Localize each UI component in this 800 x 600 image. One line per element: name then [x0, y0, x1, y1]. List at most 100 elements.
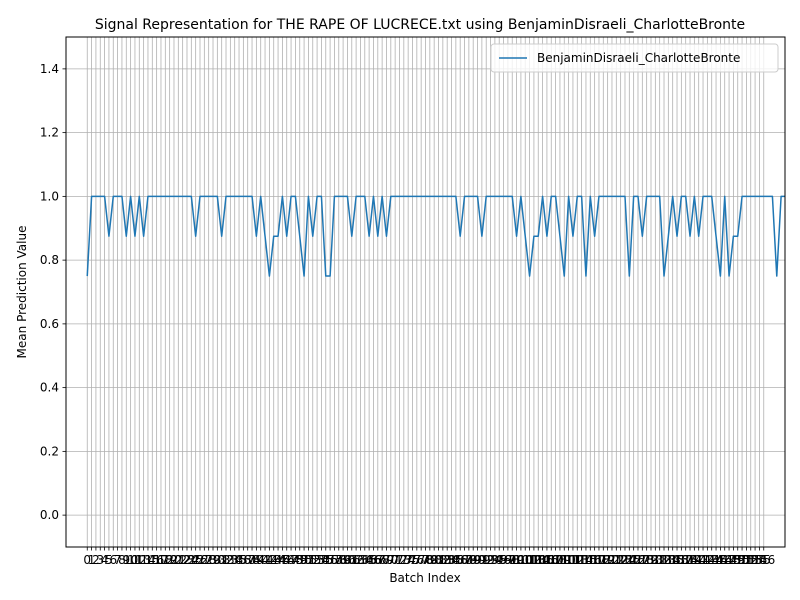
x-tick-label: 124: [614, 553, 637, 567]
x-tick-label: 86: [453, 553, 468, 567]
x-tick-label: 21: [171, 553, 186, 567]
x-tick-label: 128: [631, 553, 654, 567]
legend: BenjaminDisraeli_CharlotteBronte: [490, 43, 779, 73]
x-tick-label: 17: [153, 553, 168, 567]
x-tick-label: 50: [296, 553, 311, 567]
x-tick-label: 44: [270, 553, 285, 567]
x-tick-label: 36: [236, 553, 251, 567]
x-tick-label: 101: [514, 553, 537, 567]
x-tick-label: 7: [114, 553, 122, 567]
x-tick-label: 74: [401, 553, 416, 567]
x-tick-label: 48: [288, 553, 303, 567]
x-tick-label: 147: [713, 553, 736, 567]
x-tick-label: 72: [392, 553, 407, 567]
x-tick-label: 87: [457, 553, 472, 567]
x-tick-label: 108: [544, 553, 567, 567]
x-tick-label: 143: [696, 553, 719, 567]
y-tick-label: 0.8: [40, 253, 59, 267]
x-tick-label: 104: [527, 553, 550, 567]
x-tick-label: 118: [588, 553, 611, 567]
x-tick-label: 126: [622, 553, 645, 567]
legend-label: BenjaminDisraeli_CharlotteBronte: [537, 51, 740, 65]
x-tick-label: 132: [648, 553, 671, 567]
x-tick-label: 148: [718, 553, 741, 567]
x-tick-label: 37: [240, 553, 255, 567]
x-tick-label: 90: [470, 553, 485, 567]
x-tick-label: 55: [318, 553, 333, 567]
x-tick-label: 47: [283, 553, 298, 567]
x-tick-label: 53: [309, 553, 324, 567]
x-tick-label: 40: [253, 553, 268, 567]
x-tick-label: 109: [548, 553, 571, 567]
x-tick-label: 135: [661, 553, 684, 567]
x-tick-label: 20: [166, 553, 181, 567]
x-tick-label: 88: [461, 553, 476, 567]
x-tick-label: 54: [314, 553, 329, 567]
y-tick-label: 0.0: [40, 508, 59, 522]
x-tick-label: 105: [531, 553, 554, 567]
x-tick-label: 61: [344, 553, 359, 567]
x-tick-label: 153: [739, 553, 762, 567]
x-tick-label: 56: [322, 553, 337, 567]
x-tick-label: 140: [683, 553, 706, 567]
x-tick-label: 52: [305, 553, 320, 567]
x-tick-label: 119: [592, 553, 615, 567]
legend-box: [490, 43, 779, 73]
x-tick-label: 25: [188, 553, 203, 567]
x-tick-label: 141: [687, 553, 710, 567]
x-tick-label: 57: [327, 553, 342, 567]
x-tick-label: 38: [244, 553, 259, 567]
x-tick-label: 34: [227, 553, 242, 567]
x-tick-label: 70: [383, 553, 398, 567]
x-tick-label: 4: [101, 553, 109, 567]
x-tick-label: 111: [557, 553, 580, 567]
x-tick-label: 116: [579, 553, 602, 567]
x-tick-label: 136: [666, 553, 689, 567]
x-tick-label: 13: [136, 553, 151, 567]
y-tick-label: 1.4: [40, 62, 59, 76]
x-tick-label: 122: [605, 553, 628, 567]
x-tick-label: 32: [218, 553, 233, 567]
x-tick-label: 68: [374, 553, 389, 567]
x-tick-label: 26: [192, 553, 207, 567]
x-tick-label: 67: [370, 553, 385, 567]
x-tick-label: 46: [279, 553, 294, 567]
x-tick-label: 75: [405, 553, 420, 567]
x-tick-label: 123: [609, 553, 632, 567]
x-tick-label: 137: [670, 553, 693, 567]
x-tick-label: 15: [145, 553, 160, 567]
x-tick-label: 33: [223, 553, 238, 567]
x-tick-label: 42: [262, 553, 277, 567]
x-tick-label: 18: [158, 553, 173, 567]
x-tick-label: 27: [197, 553, 212, 567]
x-tick-label: 62: [348, 553, 363, 567]
x-tick-label: 63: [353, 553, 368, 567]
x-tick-label: 145: [705, 553, 728, 567]
x-tick-label: 39: [249, 553, 264, 567]
series-line: [86, 195, 786, 277]
x-gridlines: [86, 37, 765, 547]
x-tick-label: 12: [132, 553, 147, 567]
x-tick-label: 14: [140, 553, 155, 567]
x-tick-label: 1: [88, 553, 96, 567]
x-tick-label: 156: [752, 553, 775, 567]
x-tick-label: 83: [440, 553, 455, 567]
x-tick-label: 10: [123, 553, 138, 567]
x-tick-label: 81: [431, 553, 446, 567]
x-tick-label: 117: [583, 553, 606, 567]
x-tick-label: 80: [427, 553, 442, 567]
x-tick-label: 120: [596, 553, 619, 567]
y-tick-label: 0.6: [40, 317, 59, 331]
x-tick-label: 29: [205, 553, 220, 567]
x-tick-label: 114: [570, 553, 593, 567]
x-tick-label: 73: [396, 553, 411, 567]
x-tick-label: 2: [92, 553, 100, 567]
x-tick-label: 76: [409, 553, 424, 567]
x-tick-label: 134: [657, 553, 680, 567]
x-tick-label: 30: [210, 553, 225, 567]
x-tick-label: 149: [722, 553, 745, 567]
x-tick-label: 93: [483, 553, 498, 567]
x-tick-label: 102: [518, 553, 541, 567]
x-tick-label: 155: [748, 553, 771, 567]
chart-title: Signal Representation for THE RAPE OF LU…: [95, 17, 745, 33]
